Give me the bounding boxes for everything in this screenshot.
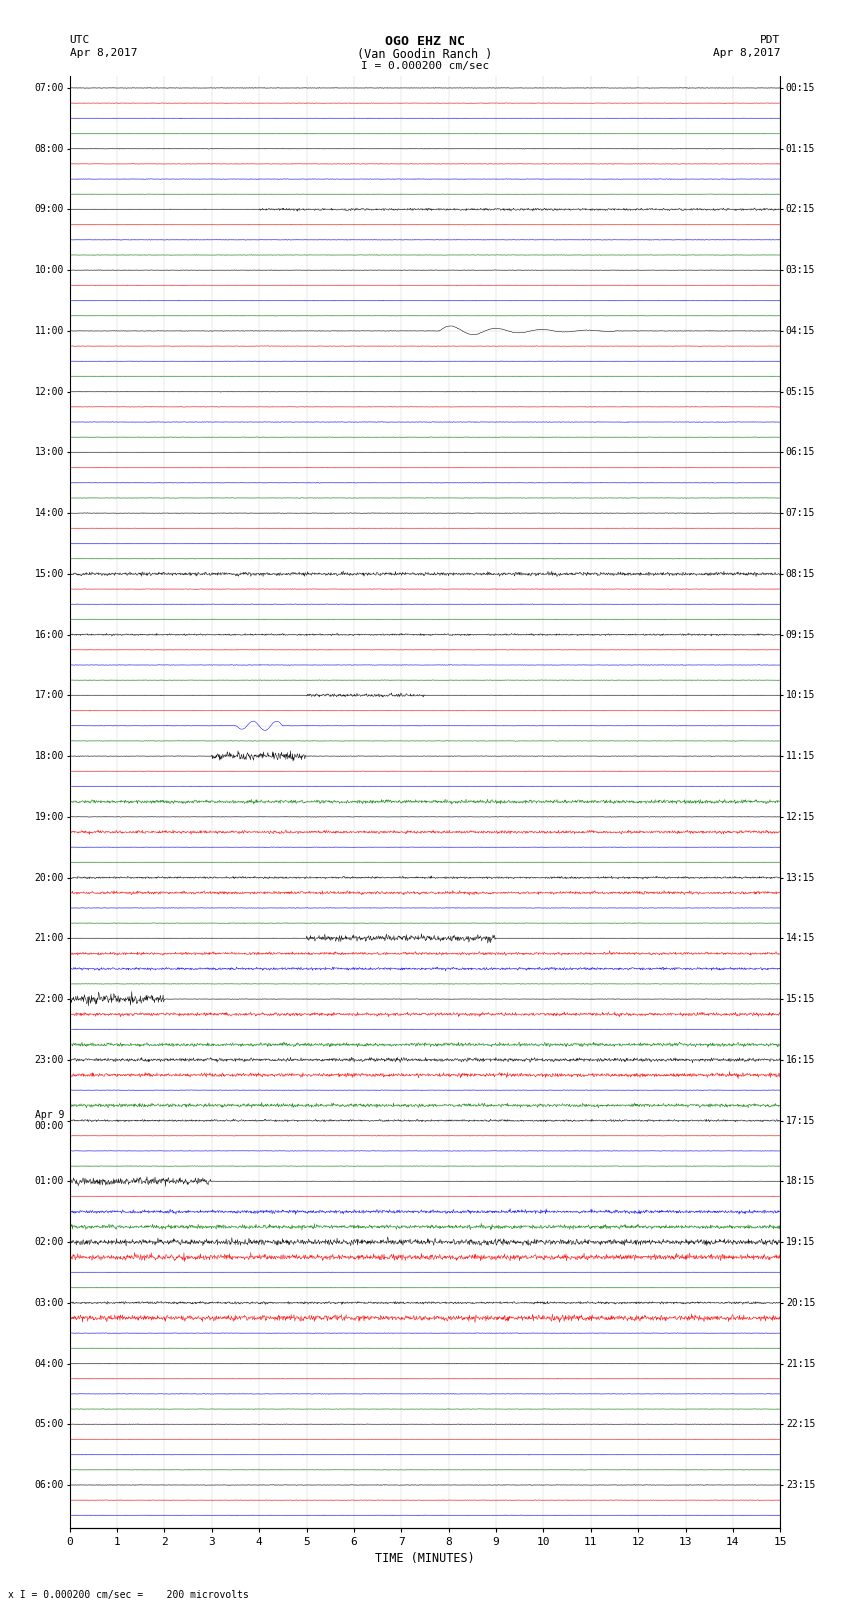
Text: I = 0.000200 cm/sec: I = 0.000200 cm/sec [361,61,489,71]
Text: Apr 8,2017: Apr 8,2017 [70,48,137,58]
Text: PDT: PDT [760,35,780,45]
Text: x I = 0.000200 cm/sec =    200 microvolts: x I = 0.000200 cm/sec = 200 microvolts [8,1590,249,1600]
Text: OGO EHZ NC: OGO EHZ NC [385,35,465,48]
X-axis label: TIME (MINUTES): TIME (MINUTES) [375,1552,475,1565]
Text: Apr 8,2017: Apr 8,2017 [713,48,780,58]
Text: (Van Goodin Ranch ): (Van Goodin Ranch ) [357,48,493,61]
Text: UTC: UTC [70,35,90,45]
